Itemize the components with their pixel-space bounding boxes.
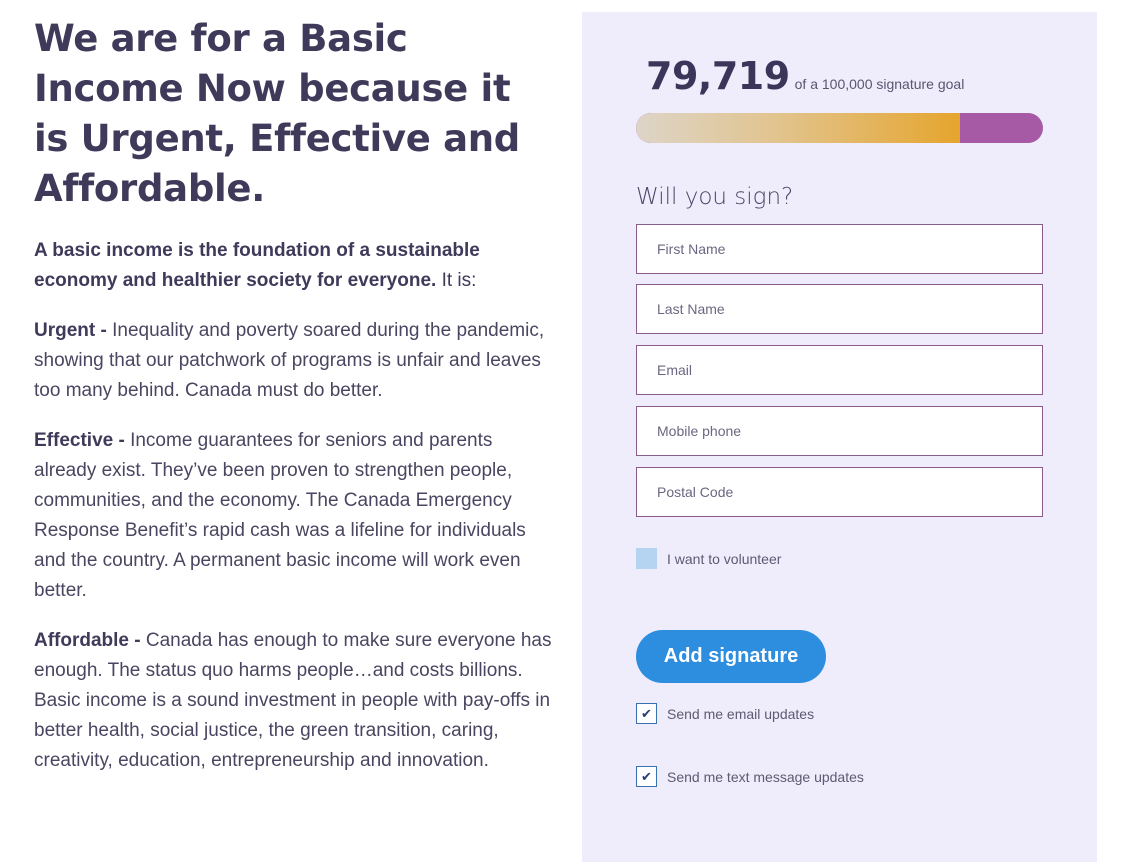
first-name-field xyxy=(636,224,1043,274)
add-signature-button[interactable]: Add signature xyxy=(636,630,826,683)
last-name-field xyxy=(636,284,1043,334)
point-affordable: Affordable - Canada has enough to make s… xyxy=(34,626,554,776)
intro-rest-text: It is: xyxy=(436,270,477,291)
intro-bold-text: A basic income is the foundation of a su… xyxy=(34,240,480,291)
first-name-input[interactable] xyxy=(657,241,1022,257)
signature-counter: 79,719 of a 100,000 signature goal xyxy=(646,54,964,98)
point-urgent: Urgent - Inequality and poverty soared d… xyxy=(34,316,554,406)
checkmark-icon: ✔ xyxy=(641,768,652,784)
last-name-input[interactable] xyxy=(657,301,1022,317)
email-updates-checkbox[interactable]: ✔ xyxy=(636,703,657,724)
email-updates-label: Send me email updates xyxy=(667,705,815,722)
intro-paragraph: A basic income is the foundation of a su… xyxy=(34,236,554,296)
point-lead: Urgent - xyxy=(34,320,107,341)
mobile-phone-input[interactable] xyxy=(657,423,1022,439)
signature-progress-bar xyxy=(636,113,1043,143)
checkmark-icon: ✔ xyxy=(641,705,652,721)
point-text: Inequality and poverty soared during the… xyxy=(34,320,545,401)
email-updates-option[interactable]: ✔ Send me email updates xyxy=(636,703,814,724)
signature-count: 79,719 xyxy=(646,54,790,98)
form-title: Will you sign? xyxy=(636,184,794,210)
point-lead: Effective - xyxy=(34,430,125,451)
point-text: Income guarantees for seniors and parent… xyxy=(34,430,526,601)
mobile-phone-field xyxy=(636,406,1043,456)
volunteer-checkbox[interactable] xyxy=(636,548,657,569)
petition-panel: 79,719 of a 100,000 signature goal Will … xyxy=(582,12,1097,862)
point-text: Canada has enough to make sure everyone … xyxy=(34,630,552,771)
email-input[interactable] xyxy=(657,362,1022,378)
signature-progress-fill xyxy=(636,113,961,143)
volunteer-label: I want to volunteer xyxy=(667,550,782,567)
signature-goal-text: of a 100,000 signature goal xyxy=(794,76,965,92)
sms-updates-option[interactable]: ✔ Send me text message updates xyxy=(636,766,864,787)
page-title: We are for a Basic Income Now because it… xyxy=(34,17,520,210)
volunteer-option[interactable]: I want to volunteer xyxy=(636,548,781,569)
email-field xyxy=(636,345,1043,395)
postal-code-input[interactable] xyxy=(657,484,1022,500)
sms-updates-label: Send me text message updates xyxy=(667,768,864,785)
sms-updates-checkbox[interactable]: ✔ xyxy=(636,766,657,787)
postal-code-field xyxy=(636,467,1043,517)
point-effective: Effective - Income guarantees for senior… xyxy=(34,426,554,606)
content-column: We are for a Basic Income Now because it… xyxy=(34,14,554,776)
point-lead: Affordable - xyxy=(34,630,141,651)
